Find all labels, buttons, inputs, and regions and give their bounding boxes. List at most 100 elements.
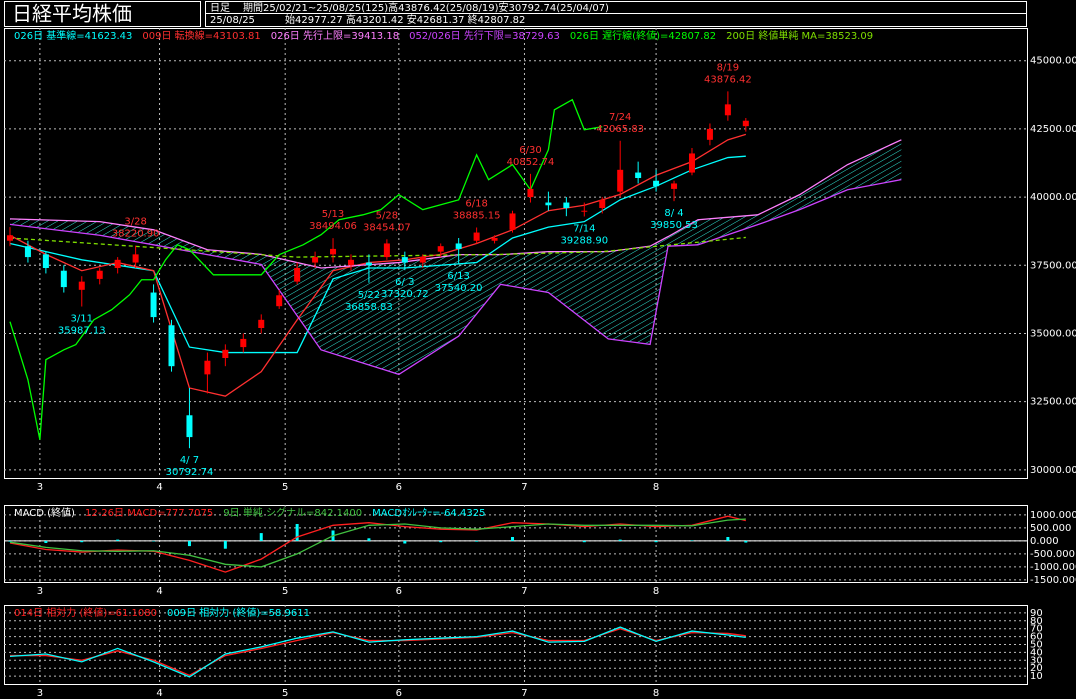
candle-body [6,235,13,241]
x-tick-label: 6 [396,688,402,699]
oscillator-bar [152,540,156,542]
legend-entry: 026日 基準線=41623.43 [14,29,132,42]
legend-entry: 026日 遅行線(終値)=42807.82 [570,29,716,42]
legend-entry: 12-26日 MACD=777.7075 [85,508,213,519]
annotation-date: 6/ 3 [395,277,414,288]
annotation-date: 7/24 [609,112,631,123]
candle-body [240,338,247,348]
x-tick-label: 8 [653,688,659,699]
candle-body [724,104,731,116]
annotation-date: 7/14 [573,223,595,234]
y-tick-label: 40 [1030,647,1043,658]
x-tick-label: 3 [37,482,43,493]
annotation-value: 39288.90 [560,235,608,246]
candle-body [222,349,229,358]
candle-body [150,292,157,318]
legend-entry: MACDｵｼﾚｰﾀｰ=-64.4325 [372,507,485,519]
y-tick-label: 30000.00 [1030,465,1076,476]
legend-entry: 009日 転換線=43103.81 [142,29,260,42]
annotation-date: 3/11 [71,314,93,325]
candle-body [168,325,175,367]
candle-body [96,270,103,279]
candle-body [383,243,390,258]
oscillator-bar [618,539,622,541]
y-tick-label: 500.000 [1030,523,1071,534]
x-tick-label: 5 [282,482,288,493]
line [9,518,746,568]
candle-body [186,415,193,438]
annotation-value: 38454.07 [363,222,411,233]
candle-body [24,246,31,258]
panel-frame [4,28,1028,479]
title: 日経平均株価 [12,2,132,26]
annotation-value: 37540.20 [435,283,483,294]
annotation-value: 38494.06 [309,221,357,232]
oscillator-bar [8,540,12,542]
oscillator-bar [582,540,586,543]
oscillator-bar [116,539,120,541]
legend-entry: 9日 単純 シグナル=842.1400 [223,506,362,519]
x-tick-label: 5 [282,586,288,597]
x-tick-label: 7 [521,688,527,699]
oscillator-bar [259,533,263,541]
line [9,178,902,376]
y-tick-label: 90 [1030,608,1043,619]
x-tick-label: 4 [156,482,162,493]
legend-entry: 009日 相対力 (終値)=58.9611 [167,606,310,619]
oscillator-bar [367,538,371,541]
legend-entry: 052/026日 先行下限=38729.63 [409,29,560,42]
legend-entry: 026日 先行上限=39413.18 [271,29,399,42]
candle-body [401,257,408,263]
annotation-value: 36858.83 [345,302,393,313]
candle-body [599,199,606,208]
annotation-value: 39850.53 [650,220,698,231]
y-tick-label: 45000.00 [1030,56,1076,67]
panel-frame [4,505,1028,583]
annotation-value: 40852.74 [507,157,555,168]
candle-body [635,172,642,178]
annotation-date: 4/ 7 [180,455,199,466]
legend-entry: 014日 相対力 (終値)=61.1080 [14,606,157,619]
legend-entry: MACD (終値) [14,506,75,519]
line [9,139,902,269]
oscillator-bar [44,540,48,543]
x-tick-label: 3 [37,688,43,699]
candle-body [653,180,660,187]
period: 期間25/02/21~25/08/25(125)高43876.42(25/08/… [243,1,609,14]
candle-body [688,153,695,173]
candle-body [671,183,678,189]
candle-body [258,319,265,328]
x-tick-label: 6 [396,586,402,597]
y-tick-label: 35000.00 [1030,328,1076,339]
line [9,626,746,678]
oscillator-bar [654,540,658,543]
y-tick-label: 42500.00 [1030,124,1076,135]
candle-body [545,202,552,206]
oscillator-bar [439,540,443,543]
annotation-date: 6/13 [447,271,469,282]
annotation-value: 38220.90 [112,229,160,240]
candle-body [455,243,462,249]
oscillator-bar [475,540,479,542]
legend-entry: 200日 終値単純 MA=38523.09 [726,29,873,42]
candle-body [114,259,121,268]
oscillator-bar [690,540,694,541]
x-tick-label: 8 [653,482,659,493]
oscillator-bar [295,523,299,541]
y-tick-label: 20 [1030,663,1043,674]
annotation-date: 6/18 [465,198,487,209]
line [9,98,603,440]
annotation-date: 6/30 [519,145,541,156]
candle-body [60,270,67,288]
annotation-date: 5/28 [376,210,398,221]
y-tick-label: -500.000 [1030,549,1075,560]
candle-body [563,202,570,208]
candle-body [132,254,139,263]
candle-body [42,254,49,268]
candle-body [581,210,588,212]
oscillator-bar [403,540,407,544]
annotation-date: 5/22 [358,290,380,301]
x-tick-label: 4 [156,688,162,699]
annotation-value: 38885.15 [453,210,501,221]
